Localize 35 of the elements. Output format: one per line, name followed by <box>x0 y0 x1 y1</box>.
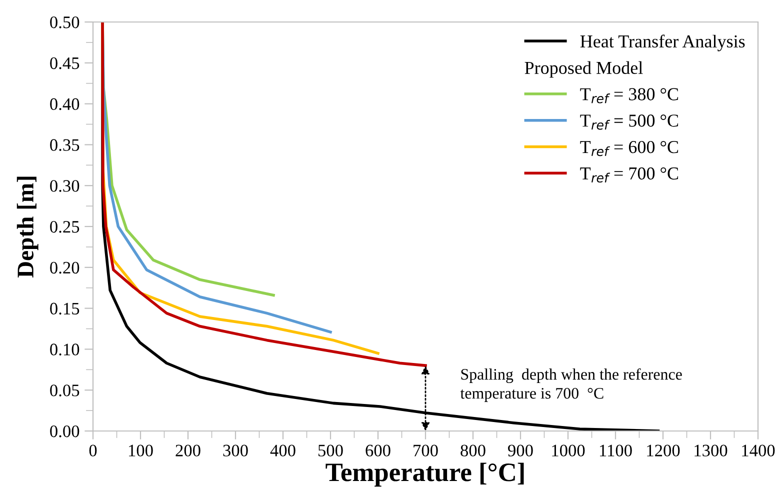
x-tick-label: 1400 <box>742 444 775 456</box>
annotation: Proposed Model <box>524 61 643 78</box>
legend-label: Heat Transfer Analysis <box>580 34 745 52</box>
x-tick-label: 200 <box>176 444 200 456</box>
x-tick-label: 700 <box>414 444 438 456</box>
y-tick-label: 0.50 <box>50 16 80 28</box>
x-tick-label: 1200 <box>647 444 680 456</box>
legend-label: T$_{ref}$ = 700 °C <box>580 167 678 183</box>
y-tick-label: 0.25 <box>50 220 80 233</box>
y-tick-label: 0.10 <box>50 344 80 356</box>
annotation: Spalling depth when the reference temperature is 700 °C <box>460 368 682 402</box>
y-tick-label: 0.45 <box>50 57 80 70</box>
y-tick-label: 0.30 <box>50 180 80 192</box>
x-tick-label: 1300 <box>694 444 728 456</box>
y-axis-title: Depth [m] <box>16 176 38 278</box>
x-tick-label: 300 <box>223 444 248 456</box>
y-tick-label: 0.15 <box>50 302 80 315</box>
legend-label: T$_{ref}$ = 380 °C <box>580 88 678 104</box>
y-tick-label: 0.40 <box>50 98 80 110</box>
legend-label: T$_{ref}$ = 500 °C <box>580 114 678 130</box>
x-tick-label: 1100 <box>600 444 632 456</box>
legend-label: T$_{ref}$ = 600 °C <box>580 140 678 156</box>
x-tick-label: 400 <box>270 444 296 456</box>
y-tick-label: 0.35 <box>50 139 80 151</box>
x-tick-label: 500 <box>318 444 343 456</box>
x-tick-label: 800 <box>460 444 486 456</box>
x-tick-label: 1000 <box>552 444 585 456</box>
x-axis-title: Temperature [°C] <box>326 462 524 487</box>
x-tick-label: 0 <box>89 444 97 456</box>
x-tick-label: 100 <box>129 444 153 456</box>
x-tick-label: 600 <box>366 444 390 456</box>
x-tick-label: 900 <box>508 444 533 456</box>
y-tick-label: 0.00 <box>50 425 80 438</box>
y-tick-label: 0.05 <box>50 384 80 396</box>
y-tick-label: 0.20 <box>50 262 80 274</box>
